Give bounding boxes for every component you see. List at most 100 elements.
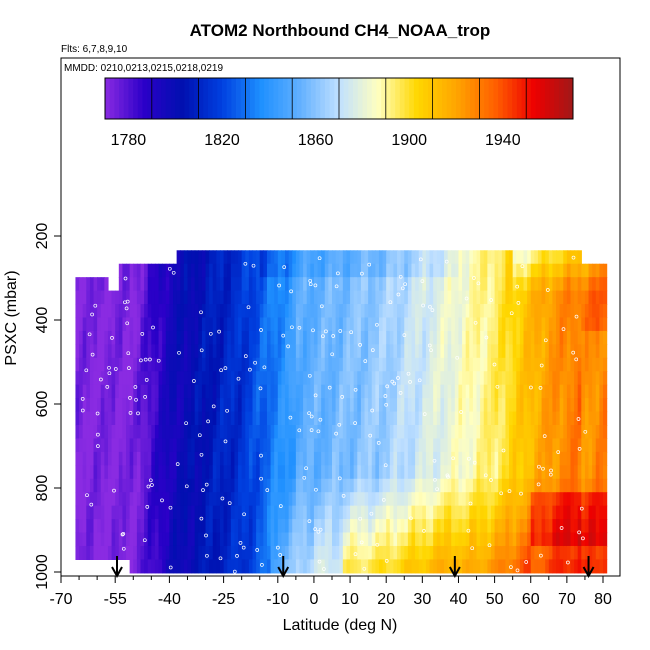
heatmap-cell xyxy=(187,478,192,493)
heatmap-cell xyxy=(321,263,326,278)
heatmap-cell xyxy=(154,492,160,507)
heatmap-cell xyxy=(335,250,340,265)
heatmap-cell xyxy=(277,425,283,440)
heatmap-cell xyxy=(162,411,167,426)
heatmap-cell xyxy=(332,411,337,426)
heatmap-cell xyxy=(382,478,387,493)
observation-point xyxy=(243,354,248,358)
observation-point xyxy=(370,408,375,413)
observation-point xyxy=(286,344,290,349)
heatmap-cell xyxy=(194,492,199,507)
heatmap-cell xyxy=(299,290,304,305)
observation-point xyxy=(225,408,229,413)
heatmap-cell xyxy=(183,398,189,413)
heatmap-cell xyxy=(140,425,145,440)
heatmap-cell xyxy=(494,478,499,493)
heatmap-cell xyxy=(209,411,214,426)
heatmap-cell xyxy=(505,277,510,292)
heatmap-cell xyxy=(570,545,575,560)
heatmap-cell xyxy=(270,559,275,574)
heatmap-cell xyxy=(548,438,554,453)
observation-point xyxy=(259,328,263,332)
heatmap-cell xyxy=(107,505,113,520)
colorbar-tick-label: 1780 xyxy=(111,132,147,149)
heatmap-cell xyxy=(223,519,228,534)
observation-point xyxy=(110,336,114,340)
heatmap-cell xyxy=(603,290,608,305)
heatmap-cell xyxy=(126,519,131,534)
heatmap-cell xyxy=(552,277,557,292)
heatmap-cell xyxy=(451,465,456,480)
heatmap-cell xyxy=(111,438,116,453)
heatmap-cell xyxy=(570,478,575,493)
heatmap-cell xyxy=(552,505,557,520)
heatmap-cell xyxy=(556,532,561,547)
observation-point xyxy=(385,384,390,389)
heatmap-cell xyxy=(209,559,214,574)
heatmap-cell xyxy=(205,304,210,319)
heatmap-cell xyxy=(346,344,351,359)
heatmap-cell xyxy=(411,411,416,426)
heatmap-cell xyxy=(498,263,503,278)
x-tick-label: 70 xyxy=(558,591,576,608)
heatmap-cell xyxy=(259,277,264,292)
heatmap-cell xyxy=(360,384,366,399)
heatmap-cell xyxy=(281,344,286,359)
heatmap-cell xyxy=(563,344,568,359)
heatmap-cell xyxy=(595,451,600,466)
observation-point xyxy=(143,395,147,399)
heatmap-cell xyxy=(201,438,207,453)
heatmap-cell xyxy=(295,304,301,319)
heatmap-cell xyxy=(248,559,254,574)
heatmap-cell xyxy=(516,425,521,440)
heatmap-cell xyxy=(541,438,546,453)
heatmap-cell xyxy=(173,344,178,359)
heatmap-cell xyxy=(187,277,192,292)
heatmap-cell xyxy=(332,438,337,453)
heatmap-cell xyxy=(469,330,474,345)
heatmap-cell xyxy=(281,451,286,466)
heatmap-cell xyxy=(169,277,174,292)
heatmap-cell xyxy=(487,532,492,547)
heatmap-cell xyxy=(501,357,507,372)
heatmap-cell xyxy=(306,330,311,345)
heatmap-cell xyxy=(498,545,503,560)
heatmap-cell xyxy=(364,330,369,345)
heatmap-cell xyxy=(332,532,337,547)
heatmap-cell xyxy=(483,263,488,278)
heatmap-cell xyxy=(378,545,384,560)
heatmap-cell xyxy=(140,559,145,574)
heatmap-cell xyxy=(295,411,301,426)
x-axis: -70 -55 -40 -25 -10 0 10 20 30 40 50 60 70 80 xyxy=(49,576,612,608)
heatmap-cell xyxy=(248,357,254,372)
heatmap-cell xyxy=(364,451,369,466)
heatmap-cell xyxy=(451,317,456,332)
heatmap-cell xyxy=(382,290,387,305)
heatmap-cell xyxy=(274,250,279,265)
heatmap-cell xyxy=(82,478,87,493)
heatmap-cell xyxy=(433,344,438,359)
observation-point xyxy=(536,482,541,487)
heatmap-cell xyxy=(285,492,290,507)
heatmap-cell xyxy=(165,478,170,493)
heatmap-cell xyxy=(462,519,467,534)
heatmap-cell xyxy=(444,425,449,440)
heatmap-cell xyxy=(552,398,557,413)
heatmap-cell xyxy=(281,438,286,453)
heatmap-cell xyxy=(480,250,485,265)
heatmap-cell xyxy=(519,250,525,265)
x-tick-label: 60 xyxy=(522,591,540,608)
heatmap-cell xyxy=(393,250,398,265)
heatmap-cell xyxy=(295,559,301,574)
heatmap-cell xyxy=(577,425,582,440)
heatmap-cell xyxy=(277,532,283,547)
heatmap-cell xyxy=(490,451,496,466)
heatmap-cell xyxy=(516,263,521,278)
colorbar-tick-label: 1940 xyxy=(485,132,521,149)
heatmap-cell xyxy=(191,304,196,319)
heatmap-cell xyxy=(100,545,105,560)
colorbar-cell xyxy=(484,78,490,119)
heatmap-cell xyxy=(552,519,557,534)
observation-point xyxy=(398,274,403,279)
heatmap-cell xyxy=(476,465,481,480)
